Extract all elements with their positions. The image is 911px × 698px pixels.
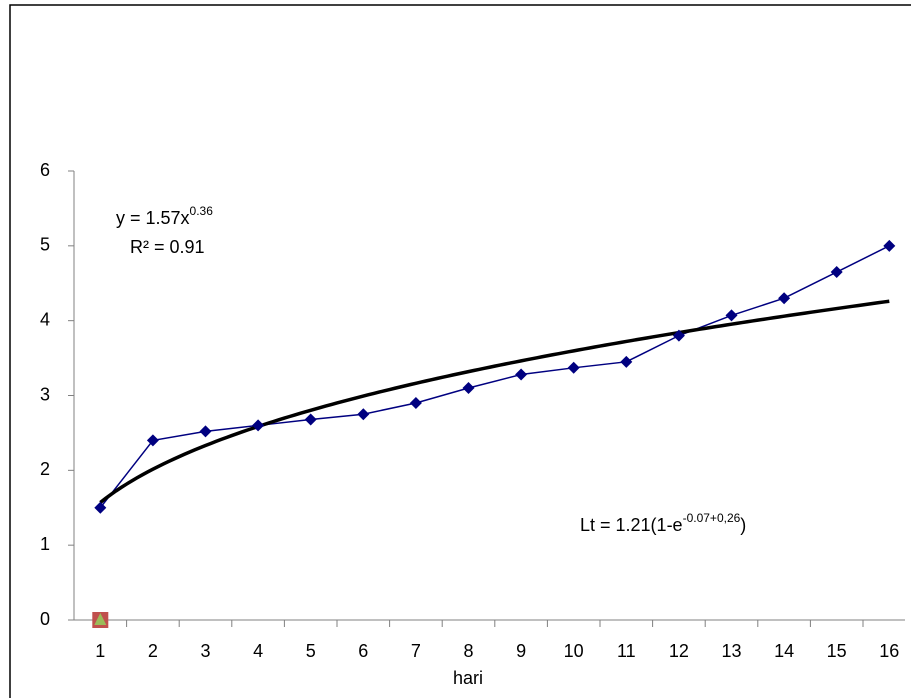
data-point (830, 266, 843, 279)
x-tick-label: 16 (879, 641, 899, 661)
x-tick-label: 13 (721, 641, 741, 661)
x-tick-label: 8 (463, 641, 473, 661)
x-tick-label: 6 (358, 641, 368, 661)
data-point (462, 382, 475, 395)
x-tick-label: 12 (669, 641, 689, 661)
x-tick-label: 15 (827, 641, 847, 661)
r-squared: R² = 0.91 (130, 237, 205, 257)
data-point (199, 425, 212, 438)
annotation-text: Lt = 1.21(1-e (580, 515, 683, 535)
x-tick-label: 1 (95, 641, 105, 661)
y-tick-label: 4 (40, 309, 50, 329)
data-point (883, 239, 896, 252)
data-point (567, 361, 580, 374)
y-tick-label: 6 (40, 160, 50, 180)
data-point (515, 368, 528, 381)
y-tick-label: 0 (40, 609, 50, 629)
equation-text: y = 1.57x (116, 208, 190, 228)
x-tick-label: 2 (148, 641, 158, 661)
x-tick-label: 7 (411, 641, 421, 661)
y-tick-label: 3 (40, 384, 50, 404)
data-point (725, 309, 738, 322)
x-tick-label: 14 (774, 641, 794, 661)
x-tick-label: 11 (617, 641, 636, 661)
data-point (409, 396, 422, 409)
y-tick-label: 2 (40, 459, 50, 479)
y-tick-label: 1 (40, 534, 50, 554)
data-point (146, 434, 159, 447)
data-point (620, 355, 633, 368)
x-tick-label: 4 (253, 641, 263, 661)
y-tick-label: 5 (40, 235, 50, 255)
annotation-superscript: -0.07+0,26 (683, 511, 741, 525)
series-line (99, 245, 890, 509)
x-tick-label: 5 (306, 641, 316, 661)
x-axis-label: hari (453, 668, 483, 688)
chart-frame (9, 4, 911, 698)
x-tick-label: 9 (516, 641, 526, 661)
data-point (357, 408, 370, 421)
data-point (94, 501, 107, 514)
data-point (252, 419, 265, 432)
data-point (304, 413, 317, 426)
equation-exponent: 0.36 (190, 204, 214, 218)
data-point (672, 329, 685, 342)
annotation-suffix: ) (740, 515, 746, 535)
x-tick-label: 3 (200, 641, 210, 661)
x-tick-label: 10 (564, 641, 584, 661)
trendline-equation: y = 1.57x0.36 (116, 204, 213, 228)
trendline (99, 299, 890, 504)
data-point (778, 292, 791, 305)
annotation: Lt = 1.21(1-e-0.07+0,26) (580, 511, 746, 535)
data-point (94, 613, 107, 625)
